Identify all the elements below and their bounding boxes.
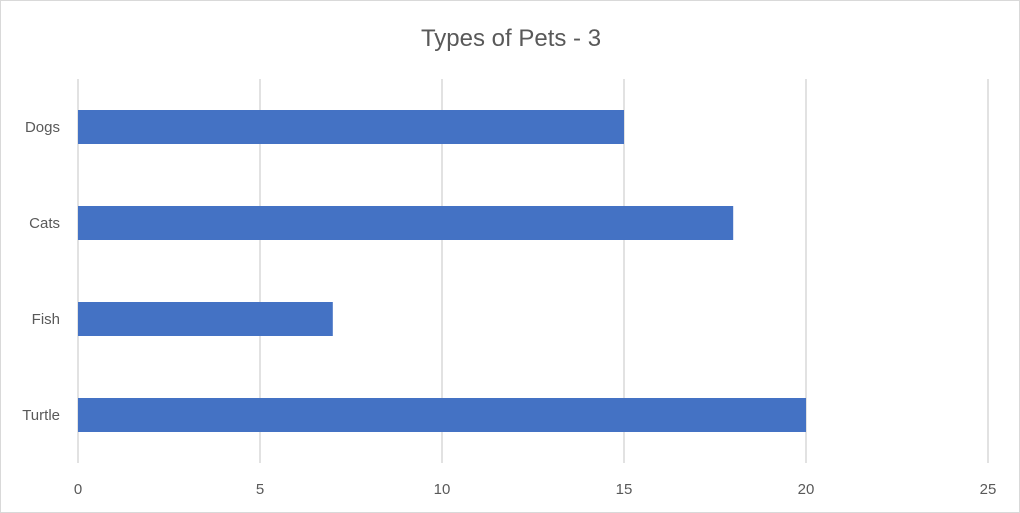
- x-tick-label: 25: [980, 481, 997, 498]
- category-label-dogs: Dogs: [25, 119, 60, 136]
- x-tick-label: 15: [616, 481, 633, 498]
- x-tick-label: 20: [798, 481, 815, 498]
- category-label-cats: Cats: [29, 215, 60, 232]
- x-tick-label: 5: [256, 481, 264, 498]
- value-axis: 0 5 10 15 20 25: [74, 481, 997, 498]
- category-label-fish: Fish: [32, 311, 60, 328]
- chart-title: Types of Pets - 3: [421, 25, 601, 52]
- x-tick-label: 10: [434, 481, 451, 498]
- bar-cats: [78, 206, 734, 240]
- bar-dogs: [78, 110, 624, 144]
- x-tick-label: 0: [74, 481, 82, 498]
- bars: [78, 110, 806, 432]
- category-axis: Dogs Cats Fish Turtle: [22, 119, 60, 424]
- bar-turtle: [78, 398, 806, 432]
- category-label-turtle: Turtle: [22, 407, 60, 424]
- bar-fish: [78, 302, 333, 336]
